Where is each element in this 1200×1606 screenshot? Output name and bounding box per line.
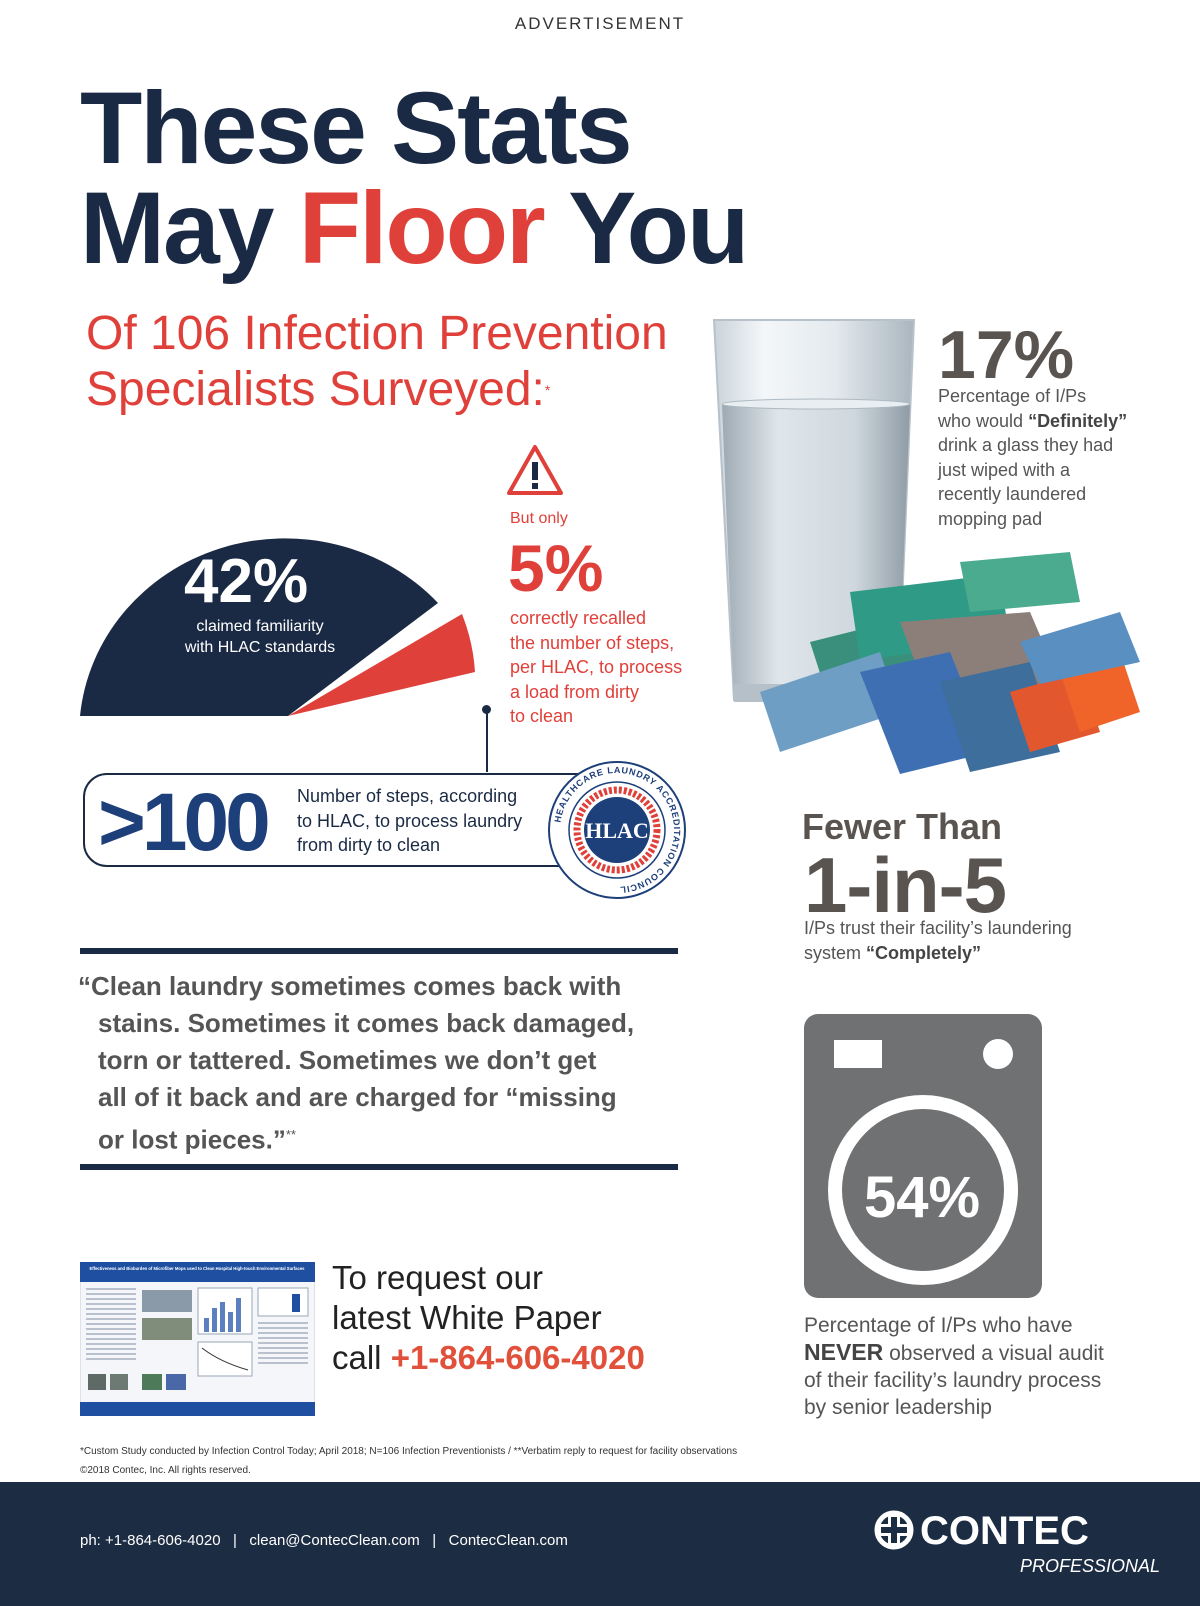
drink-desc-line: recently laundered: [938, 484, 1087, 504]
advertisement-label: ADVERTISEMENT: [514, 14, 686, 33]
drink-description: Percentage of I/Ps who would “Definitely…: [938, 384, 1168, 531]
white-paper-thumb-title: Effectiveness and Bioburden of Microfibe…: [90, 1266, 306, 1271]
audit-desc-line: by senior leadership: [804, 1396, 992, 1419]
logo-subtitle: PROFESSIONAL: [1020, 1556, 1160, 1576]
warning-triangle-icon: [507, 445, 563, 495]
quote-footnote-mark: **: [285, 1127, 296, 1142]
quote-line: torn or tattered. Sometimes we don’t get: [98, 1045, 597, 1075]
copyright: ©2018 Contec, Inc. All rights reserved.: [80, 1465, 251, 1476]
quote-line: all of it back and are charged for “miss…: [98, 1082, 617, 1112]
familiarity-semicircle-chart: [80, 538, 475, 716]
audit-desc-line2: NEVER observed a visual audit: [804, 1339, 1144, 1367]
audit-desc-line: Percentage of I/Ps who have: [804, 1314, 1073, 1337]
white-paper-thumbnail: Effectiveness and Bioburden of Microfibe…: [80, 1262, 315, 1416]
quote-line: “Clean laundry sometimes comes back with: [78, 971, 622, 1001]
steps-description: Number of steps, according to HLAC, to p…: [297, 784, 557, 858]
trust-description: I/Ps trust their facility’s laundering s…: [804, 916, 1124, 965]
headline-may: May: [80, 171, 299, 285]
survey-footnote-mark: *: [544, 382, 551, 398]
drink-desc-line: just wiped with a: [938, 459, 1071, 480]
trust-desc-emphasis: “Completely”: [866, 942, 982, 963]
footnote-line1: *Custom Study conducted by Infection Con…: [80, 1446, 738, 1457]
recall-desc-line: per HLAC, to process: [510, 657, 683, 677]
familiarity-desc-line2: with HLAC standards: [184, 639, 336, 656]
headline-line1: These Stats: [80, 71, 633, 185]
familiarity-wedge: [80, 538, 438, 716]
testimonial-quote: “Clean laundry sometimes comes back with…: [78, 968, 678, 1159]
headline-floor: Floor: [298, 171, 546, 285]
recall-desc-line: correctly recalled: [510, 608, 647, 628]
white-paper-cta: To request our latest White Paper call +…: [332, 1258, 645, 1378]
hlac-seal-center: HLAC: [585, 818, 649, 843]
drink-desc-emphasis: “Definitely”: [1028, 410, 1128, 431]
audit-desc-line: of their facility’s laundry process: [804, 1369, 1102, 1392]
trust-value: 1-in-5: [804, 841, 1007, 929]
recall-wedge: [288, 614, 475, 716]
steps-desc-line: from dirty to clean: [297, 835, 441, 855]
contec-logo-icon: CONTEC PROFESSIONAL: [874, 1509, 1160, 1576]
logo-wordmark: CONTEC: [920, 1509, 1089, 1553]
headline-line2: May Floor You: [80, 177, 749, 279]
steps-desc-line: to HLAC, to process laundry: [297, 810, 523, 831]
recall-prefix: But only: [510, 510, 568, 527]
trust-desc-line2: system “Completely”: [804, 941, 1124, 966]
recall-value: 5%: [508, 531, 604, 605]
quote-line: stains. Sometimes it comes back damaged,: [98, 1008, 635, 1038]
drink-desc-line: mopping pad: [938, 508, 1043, 529]
drink-desc-line2: who would “Definitely”: [938, 409, 1168, 434]
white-paper-cta-line1: To request our: [332, 1259, 543, 1296]
connector-line: [486, 708, 488, 772]
familiarity-value: 42%: [184, 547, 309, 616]
drink-desc-line: drink a glass they had: [938, 435, 1114, 455]
white-paper-cta-line2: latest White Paper: [332, 1299, 602, 1336]
call-label: call: [332, 1339, 391, 1376]
recall-desc-line: the number of steps,: [510, 632, 675, 653]
survey-heading: Of 106 Infection Prevention Specialists …: [86, 306, 668, 418]
recall-desc-line: to clean: [510, 706, 574, 726]
quote-line: or lost pieces.”: [98, 1124, 286, 1155]
white-paper-cta-line3: call +1-864-606-4020: [332, 1338, 645, 1378]
audit-desc-line: observed a visual audit: [883, 1342, 1104, 1365]
quote-rule-top: [80, 948, 678, 954]
quote-line-last: or lost pieces.”**: [78, 1116, 678, 1159]
connector-dot: [482, 705, 491, 714]
footer-bar: [0, 1482, 1200, 1606]
trust-desc-line2-text: system: [804, 942, 867, 963]
audit-desc-emphasis: NEVER: [804, 1339, 884, 1365]
drink-desc-line: who would: [938, 410, 1029, 431]
survey-heading-line2-text: Specialists Surveyed:: [86, 363, 545, 416]
quote-rule-bottom: [80, 1164, 678, 1170]
familiarity-description: claimed familiarity with HLAC standards: [150, 616, 370, 658]
footnote: *Custom Study conducted by Infection Con…: [80, 1442, 880, 1480]
recall-desc-line: a load from dirty: [510, 681, 640, 702]
hlac-seal-icon: HEALTHCARE LAUNDRY ACCREDITATION COUNCIL…: [548, 761, 686, 899]
white-paper-phone-link[interactable]: +1-864-606-4020: [390, 1339, 645, 1376]
footer-contact-info[interactable]: ph: +1-864-606-4020 | clean@ContecClean.…: [80, 1532, 568, 1549]
familiarity-desc-line1: claimed familiarity: [196, 618, 324, 635]
trust-desc-line1: I/Ps trust their facility’s laundering: [804, 918, 1072, 938]
drink-value: 17%: [938, 317, 1075, 393]
drink-desc-line: Percentage of I/Ps: [938, 386, 1087, 406]
headline: These Stats May Floor You: [80, 71, 749, 279]
glass-and-mop-pads-image: [712, 319, 1140, 774]
steps-desc-line: Number of steps, according: [297, 786, 518, 806]
headline-you: You: [543, 171, 749, 285]
survey-heading-line1: Of 106 Infection Prevention: [86, 307, 668, 360]
recall-description: correctly recalled the number of steps, …: [510, 606, 710, 729]
trust-heading: Fewer Than: [802, 806, 1003, 847]
steps-value: >100: [98, 777, 271, 868]
audit-value: 54%: [863, 1165, 981, 1230]
survey-heading-line2: Specialists Surveyed:*: [86, 362, 668, 418]
audit-description: Percentage of I/Ps who have NEVER observ…: [804, 1312, 1144, 1421]
washing-machine-icon: [804, 1014, 1042, 1298]
